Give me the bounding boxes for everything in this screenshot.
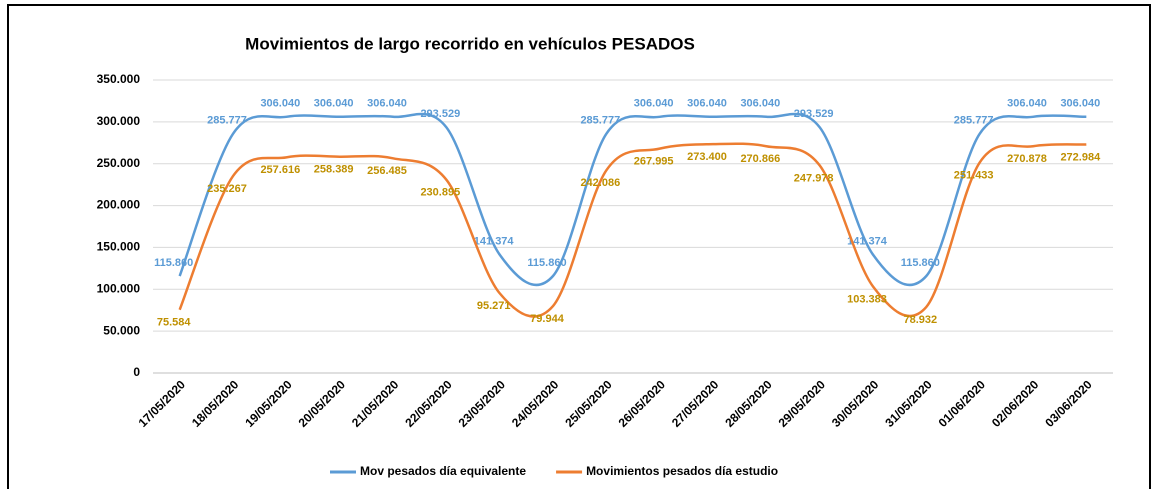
data-label: 270.878 xyxy=(1007,153,1047,165)
data-label: 306.040 xyxy=(1007,98,1047,110)
data-label: 306.040 xyxy=(687,98,727,110)
y-tick-label: 200.000 xyxy=(97,198,141,212)
data-label: 79.944 xyxy=(530,313,565,325)
data-label: 285.777 xyxy=(207,115,247,127)
y-tick-label: 150.000 xyxy=(97,240,141,254)
data-label: 103.383 xyxy=(847,293,887,305)
data-label: 95.271 xyxy=(477,300,511,312)
data-label: 242.086 xyxy=(580,177,620,189)
data-label: 285.777 xyxy=(580,115,620,127)
data-label: 306.040 xyxy=(634,98,674,110)
data-label: 306.040 xyxy=(740,98,780,110)
y-tick-label: 100.000 xyxy=(97,281,141,295)
y-tick-label: 300.000 xyxy=(97,114,141,128)
y-tick-label: 250.000 xyxy=(97,156,141,170)
data-label: 267.995 xyxy=(634,156,674,168)
line-series xyxy=(178,142,1087,318)
data-label: 256.485 xyxy=(367,165,407,177)
data-label: 293.529 xyxy=(420,108,460,120)
chart-title: Movimientos de largo recorrido en vehícu… xyxy=(245,34,695,53)
data-label: 257.616 xyxy=(260,164,300,176)
data-label: 306.040 xyxy=(260,98,300,110)
data-label: 293.529 xyxy=(794,108,834,120)
y-tick-label: 350.000 xyxy=(97,72,141,86)
data-label: 115.860 xyxy=(527,257,566,269)
data-label: 75.584 xyxy=(157,317,192,329)
data-label: 115.860 xyxy=(154,257,193,269)
data-label: 306.040 xyxy=(367,98,407,110)
data-label: 272.984 xyxy=(1060,151,1101,163)
data-label: 258.389 xyxy=(314,164,354,176)
data-label: 306.040 xyxy=(314,98,354,110)
data-label: 251.433 xyxy=(954,169,994,181)
data-label: 115.860 xyxy=(901,257,940,269)
data-label: 78.932 xyxy=(904,314,938,326)
data-label: 273.400 xyxy=(687,151,727,163)
data-label: 230.895 xyxy=(420,187,460,199)
data-label: 247.978 xyxy=(794,172,834,184)
data-label: 285.777 xyxy=(954,115,994,127)
data-label: 141.374 xyxy=(847,236,888,248)
data-label: 235.267 xyxy=(207,183,247,195)
data-label: 270.866 xyxy=(740,153,780,165)
line-series xyxy=(178,112,1087,287)
data-label: 306.040 xyxy=(1060,98,1100,110)
y-tick-label: 50.000 xyxy=(103,323,140,337)
data-label: 141.374 xyxy=(474,236,515,248)
y-tick-label: 0 xyxy=(133,365,140,379)
legend-label: Movimientos pesados día estudio xyxy=(586,464,778,478)
legend-label: Mov pesados día equivalente xyxy=(360,464,526,478)
